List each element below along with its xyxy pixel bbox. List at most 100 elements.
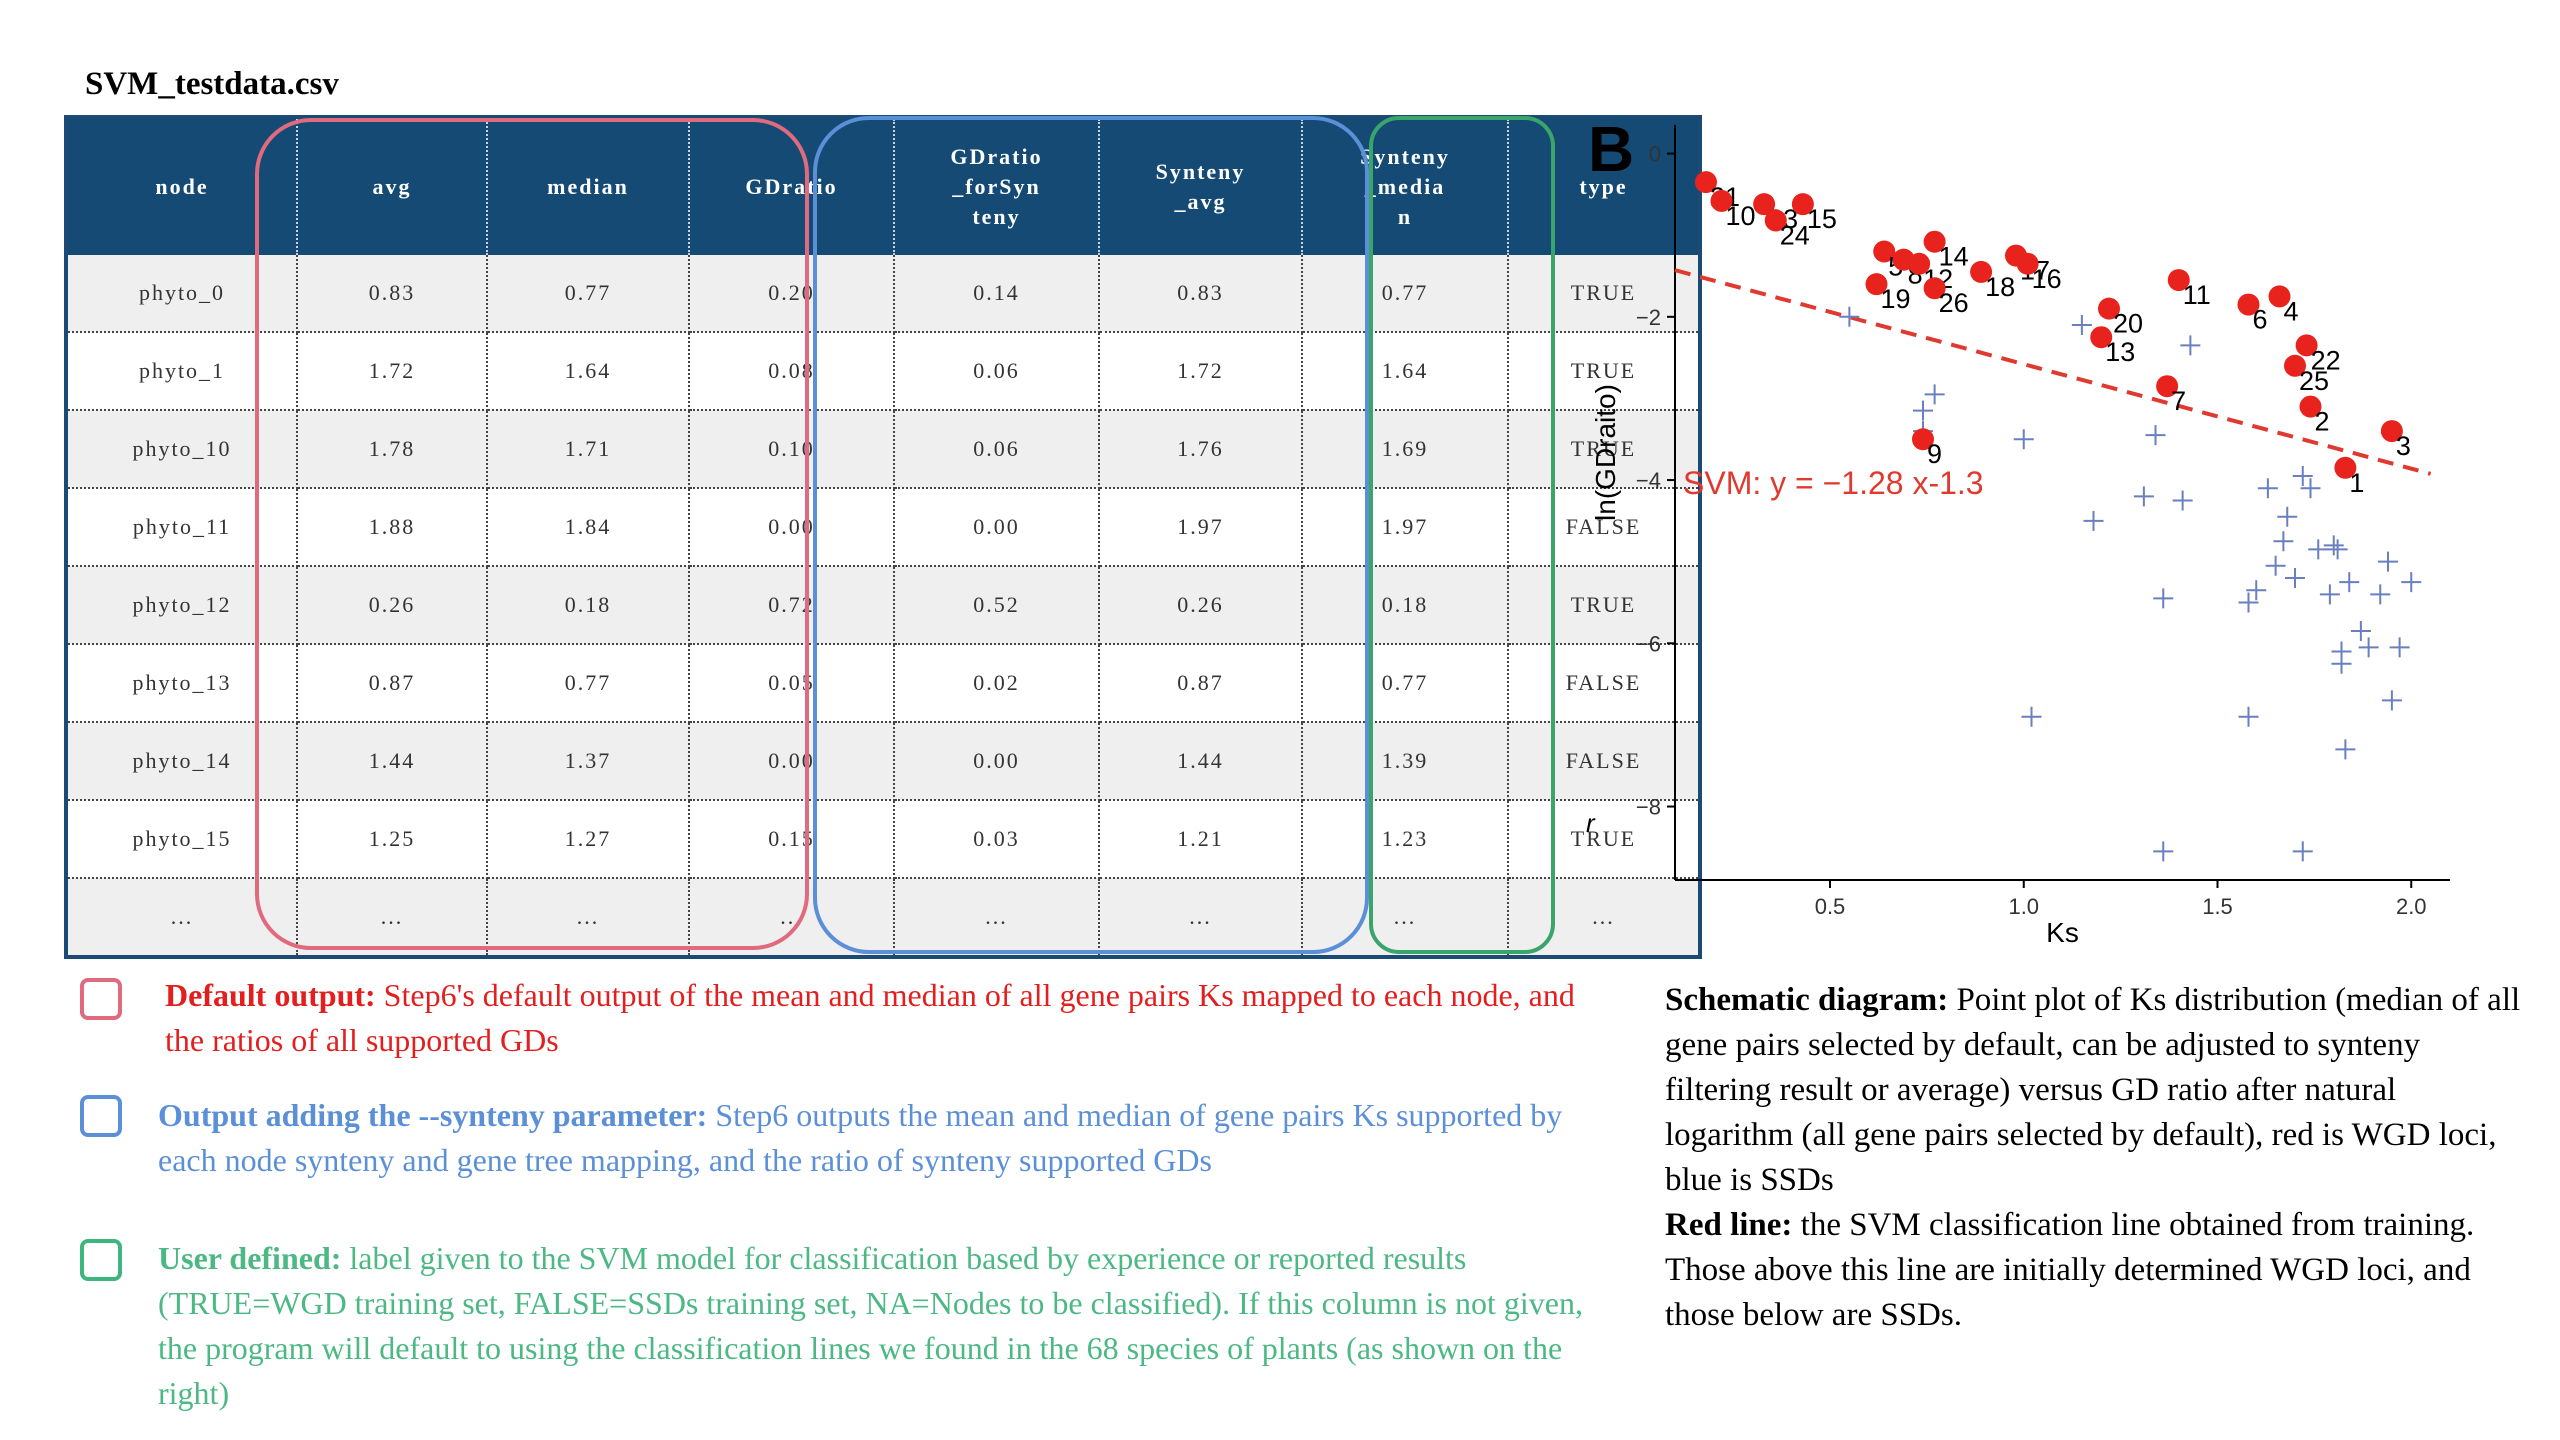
table-cell: 0.14: [894, 255, 1100, 333]
table-cell: 1.71: [487, 410, 690, 489]
wgd-point-label: 26: [1939, 288, 1969, 318]
wgd-point: [2284, 354, 2306, 377]
ssd-point: [2238, 592, 2259, 613]
x-tick-label: 1.0: [2008, 894, 2039, 919]
table-cell: ...: [487, 878, 690, 957]
wgd-point: [2299, 395, 2322, 418]
table-cell: 1.78: [297, 410, 488, 489]
table-cell: 0.77: [487, 644, 690, 723]
svm-testdata-table: node avg median GDratio GDratio _forSyn teny…: [64, 115, 1702, 959]
wgd-point: [1865, 273, 1888, 296]
table-cell: 1.72: [297, 332, 488, 411]
table-cell: ...: [297, 878, 488, 957]
schematic-caption-title: Schematic diagram:: [1665, 982, 1949, 1018]
stray-r-mark: r: [1586, 808, 1595, 838]
table-cell: 1.97: [1099, 488, 1303, 567]
table-cell: 0.02: [894, 644, 1100, 723]
column-header: Synteny _avg: [1099, 117, 1303, 255]
table-cell: 1.44: [1099, 722, 1303, 801]
ssd-point: [2180, 335, 2201, 356]
svm-line-label: SVM: y = −1.28 x-1.3: [1683, 465, 1984, 501]
table-cell: 0.77: [487, 255, 690, 333]
y-tick-label: −4: [1636, 468, 1661, 493]
table-cell: 1.72: [1099, 332, 1303, 411]
table-cell: 0.52: [894, 566, 1100, 645]
table-cell: 0.72: [689, 566, 895, 645]
wgd-point: [1923, 230, 1946, 253]
synteny-output-highlight-box: [813, 116, 1369, 954]
wgd-point: [2098, 297, 2120, 320]
wgd-point: [2237, 293, 2260, 316]
svm-line: [1674, 268, 2432, 476]
ssd-point: [2265, 555, 2286, 576]
wgd-point-label: 13: [2105, 337, 2135, 367]
ssd-point: [2285, 568, 2305, 588]
ks-gdratio-scatter-plot: 0.5 1.0 1.5 2.0 0 −2 −4 −6 −8 Ks ln(GDraito) SVM: …: [1590, 125, 2450, 948]
table-cell: ...: [894, 878, 1100, 957]
panel-letter: B: [1588, 113, 1635, 185]
x-tick-label: 1.5: [2202, 894, 2233, 919]
ssd-point: [2331, 653, 2352, 674]
table-cell: 0.06: [894, 332, 1100, 411]
ssd-point: [2083, 510, 2104, 531]
table-cell: 1.64: [487, 332, 690, 411]
table-cell: 1.25: [297, 800, 488, 879]
table-row: phyto_14 1.44 1.37 0.00 0.00 1.44 1.39 FALSE: [66, 722, 1700, 801]
wgd-point-label: 7: [2171, 386, 2186, 416]
ssd-point: [2257, 478, 2278, 499]
wgd-point: [2334, 456, 2357, 479]
ssd-point: [2300, 478, 2321, 499]
wgd-point-label: 24: [1780, 220, 1810, 250]
ssd-point: [2133, 486, 2154, 507]
user-defined-legend-text: label given to the SVM model for classif…: [158, 1240, 1583, 1411]
table-cell: 1.88: [297, 488, 488, 567]
ssd-point: [2389, 637, 2410, 658]
ssd-point: [2327, 539, 2348, 560]
table-cell: ...: [66, 878, 298, 957]
y-tick-label: −8: [1636, 795, 1661, 820]
table-row: phyto_15 1.25 1.27 0.15 0.03 1.21 1.23 TRUE: [66, 800, 1700, 879]
default-output-legend-text: Step6's default output of the mean and m…: [165, 977, 1575, 1058]
table-row: ........................: [66, 878, 1700, 957]
ssd-point: [2153, 588, 2174, 609]
wgd-point-label: 10: [1726, 201, 1756, 231]
ssd-point: [2145, 425, 2166, 446]
wgd-point: [1753, 193, 1776, 216]
table-cell: TRUE: [1508, 800, 1700, 879]
wgd-point-label: 1: [2349, 468, 2364, 498]
ssd-point: [2071, 314, 2092, 335]
wgd-point-label: 15: [1807, 204, 1837, 234]
synteny-output-legend-text: Step6 outputs the mean and median of gen…: [158, 1097, 1563, 1178]
table-cell: 0.03: [894, 800, 1100, 879]
red-line-caption-text: the SVM classification line obtained fro…: [1665, 1207, 2475, 1333]
wgd-point: [1710, 189, 1733, 212]
ssd-point: [2381, 690, 2402, 711]
wgd-point-label: 25: [2299, 366, 2329, 396]
table-body: phyto_0 0.83 0.77 0.20 0.14 0.83 0.77 TRUE phyto…: [66, 255, 1700, 957]
wgd-point-label: 22: [2311, 345, 2341, 375]
wgd-point: [2016, 252, 2039, 275]
wgd-point-label: 14: [1939, 242, 1969, 272]
table-cell: 1.23: [1302, 800, 1509, 879]
table-cell: ...: [1099, 878, 1303, 957]
wgd-point: [1970, 260, 1993, 283]
table-cell: 0.00: [689, 722, 895, 801]
column-header: type: [1508, 117, 1700, 255]
y-tick-label: 0: [1649, 142, 1661, 167]
table-cell: 0.83: [1099, 255, 1303, 333]
schematic-caption-text: Point plot of Ks distribution (median of…: [1665, 982, 2521, 1198]
table-row: phyto_0 0.83 0.77 0.20 0.14 0.83 0.77 TRUE: [66, 255, 1700, 333]
column-header: avg: [297, 117, 488, 255]
ssd-point: [1839, 306, 1860, 327]
schematic-caption: Schematic diagram: Point plot of Ks dist…: [1665, 978, 2525, 1338]
ssd-point: [2378, 551, 2398, 572]
table-header-row: node avg median GDratio GDratio _forSyn teny…: [66, 117, 1700, 255]
table-cell: FALSE: [1508, 722, 1700, 801]
wgd-point: [1912, 428, 1934, 451]
table-cell: 0.15: [689, 800, 895, 879]
table-cell: 0.00: [894, 488, 1100, 567]
wgd-point-label: 18: [1985, 272, 2015, 302]
ssd-point: [2021, 706, 2042, 727]
table-cell: 0.10: [689, 410, 895, 489]
wgd-point-label: 20: [2113, 309, 2143, 339]
